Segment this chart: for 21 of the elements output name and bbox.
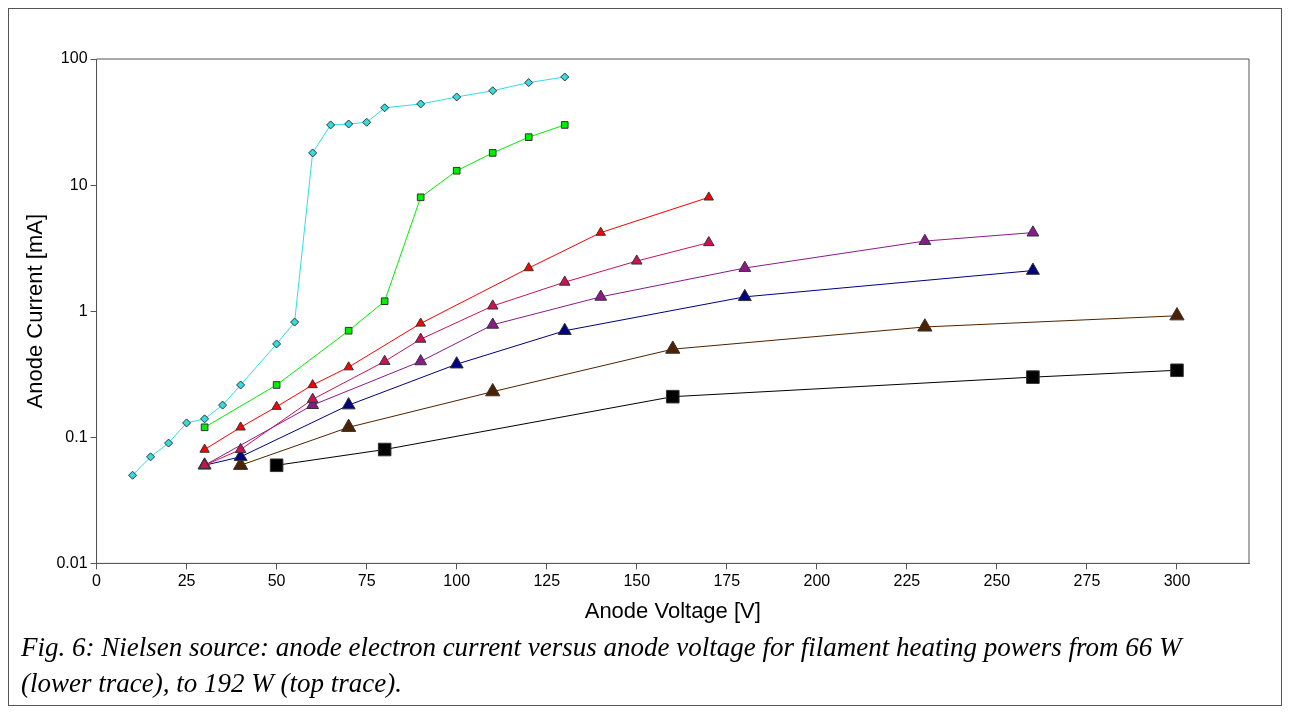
x-tick-label: 0 [92, 572, 102, 590]
x-tick-label: 200 [803, 572, 831, 590]
y-tick-label: 0.1 [65, 427, 88, 445]
y-tick-label: 0.01 [56, 553, 88, 571]
x-tick-label: 75 [357, 572, 376, 590]
x-tick-label: 100 [443, 572, 471, 590]
y-axis-title: Anode Current [mA] [22, 213, 48, 409]
y-tick-label: 100 [60, 49, 88, 67]
x-tick-label: 25 [177, 572, 196, 590]
caption: Fig. 6: Nielsen source: anode electron current versus anode voltage for filament heating powers from 66 W (lower trace), to 192 W (top trace). [20, 631, 1185, 700]
x-axis-title: Anode Voltage [V] [584, 597, 761, 623]
x-tick-label: 125 [533, 572, 561, 590]
x-tick-label: 50 [267, 572, 286, 590]
x-tick-label: 150 [623, 572, 651, 590]
x-tick-label: 175 [713, 572, 741, 590]
y-tick-label: 1 [78, 301, 88, 319]
y-tick-label: 10 [69, 175, 88, 193]
x-tick-label: 250 [983, 572, 1011, 590]
x-tick-label: 275 [1073, 572, 1101, 590]
x-tick-label: 225 [893, 572, 921, 590]
x-tick-label: 300 [1163, 572, 1191, 590]
